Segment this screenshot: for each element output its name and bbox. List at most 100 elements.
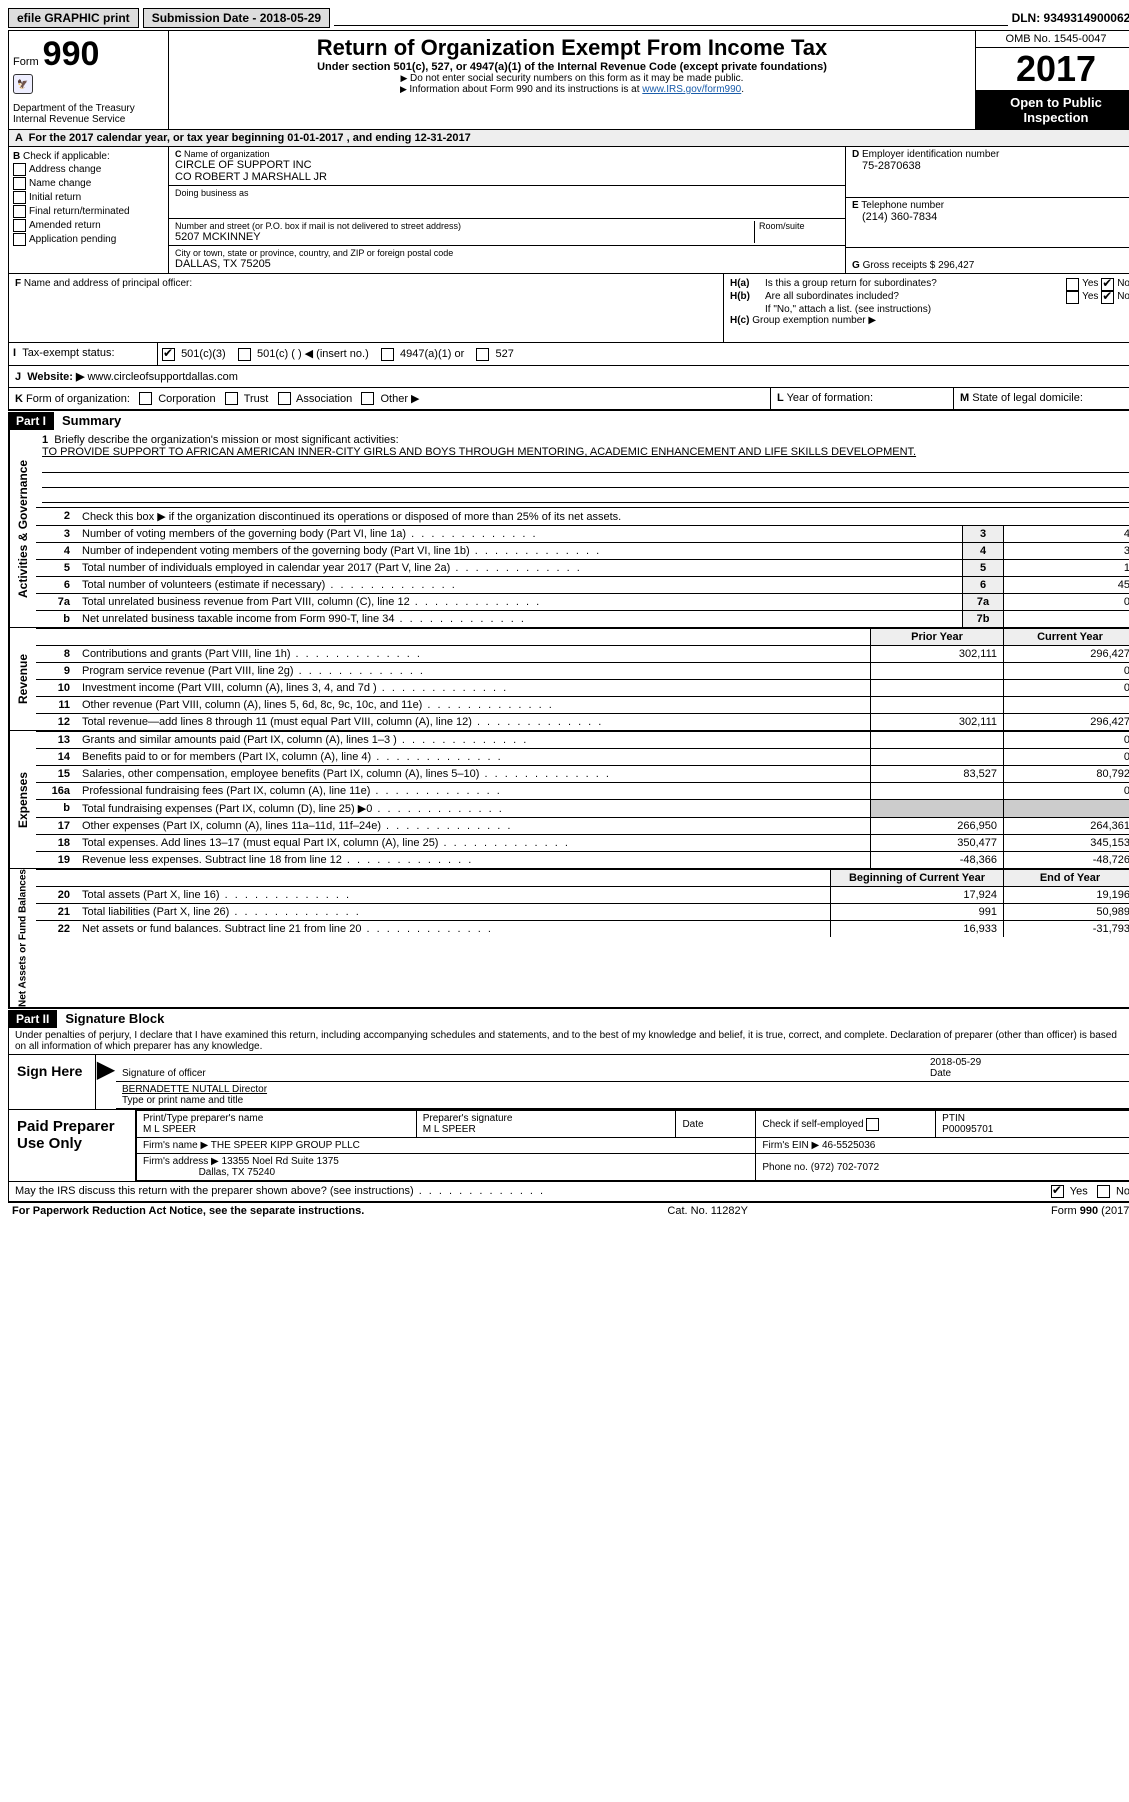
current-value: 19,196 (1004, 887, 1129, 904)
self-employed-label: Check if self-employed (762, 1119, 863, 1130)
cb-amended-return[interactable] (13, 219, 26, 232)
lbl-final-return: Final return/terminated (29, 206, 130, 217)
g-label: Gross receipts $ (863, 260, 936, 271)
website-value: www.circleofsupportdallas.com (87, 371, 237, 383)
line-text: Total number of individuals employed in … (76, 560, 963, 577)
a-mid: , and ending (347, 132, 415, 144)
ha-no: No (1117, 278, 1129, 291)
dln-label: DLN: 93493149000628 (1012, 11, 1129, 25)
cb-application-pending[interactable] (13, 233, 26, 246)
line-text: Number of independent voting members of … (76, 543, 963, 560)
line2-text: Check this box ▶ if the organization dis… (82, 511, 621, 523)
toolbar-spacer (334, 11, 1007, 26)
dept-irs: Internal Revenue Service (13, 114, 164, 125)
end-year-hdr: End of Year (1004, 870, 1129, 887)
prior-value: 17,924 (831, 887, 1004, 904)
cb-final-return[interactable] (13, 205, 26, 218)
ein-value: 75-2870638 (852, 160, 1129, 172)
line-value: 0 (1004, 594, 1129, 611)
cb-discuss-yes[interactable] (1051, 1185, 1064, 1198)
line-text: Other expenses (Part IX, column (A), lin… (76, 818, 871, 835)
lbl-name-change: Name change (29, 178, 91, 189)
firm-name: THE SPEER KIPP GROUP PLLC (211, 1140, 360, 1151)
line-num: 5 (36, 560, 76, 577)
phone-value: (214) 360-7834 (852, 211, 1129, 223)
line-num: 13 (36, 732, 76, 749)
line-text: Net unrelated business taxable income fr… (76, 611, 963, 628)
l-label: Year of formation: (787, 392, 873, 404)
cb-501c[interactable] (238, 348, 251, 361)
addr-value: 5207 MCKINNEY (175, 231, 754, 243)
form-label: Form (13, 56, 39, 68)
line-num: b (36, 611, 76, 628)
irs-logo-icon: 🦅 (13, 74, 33, 94)
line-text: Total fundraising expenses (Part IX, col… (76, 800, 871, 818)
discuss-label: May the IRS discuss this return with the… (15, 1185, 414, 1197)
ssn-warning: Do not enter social security numbers on … (179, 73, 965, 84)
prior-value: 991 (831, 904, 1004, 921)
cb-527[interactable] (476, 348, 489, 361)
ptin-value: P00095701 (942, 1124, 993, 1135)
line-num: 12 (36, 714, 76, 731)
line-text: Salaries, other compensation, employee b… (76, 766, 871, 783)
cb-other[interactable] (361, 392, 374, 405)
line-text: Total revenue—add lines 8 through 11 (mu… (76, 714, 871, 731)
gross-receipts-value: 296,427 (938, 260, 974, 271)
cb-self-employed[interactable] (866, 1118, 879, 1131)
part-ii-title: Signature Block (57, 1009, 172, 1028)
cb-hb-no[interactable] (1101, 291, 1114, 304)
lbl-address-change: Address change (29, 164, 101, 175)
instructions-prefix: Information about Form 990 and its instr… (409, 84, 642, 95)
line-value: 1 (1004, 560, 1129, 577)
cb-corp[interactable] (139, 392, 152, 405)
org-name-2: CO ROBERT J MARSHALL JR (175, 171, 839, 183)
line-text: Total unrelated business revenue from Pa… (76, 594, 963, 611)
line-text: Professional fundraising fees (Part IX, … (76, 783, 871, 800)
side-expenses: Expenses (9, 731, 36, 868)
room-label: Room/suite (759, 221, 839, 231)
line-ref: 6 (963, 577, 1004, 594)
cb-discuss-no[interactable] (1097, 1185, 1110, 1198)
cb-address-change[interactable] (13, 163, 26, 176)
firm-phone-label: Phone no. (762, 1162, 808, 1173)
part-i-header: Part I (8, 412, 54, 430)
sign-arrow-icon: ▶ (96, 1055, 116, 1109)
lbl-amended-return: Amended return (29, 220, 101, 231)
org-name-1: CIRCLE OF SUPPORT INC (175, 159, 839, 171)
prep-name-label: Print/Type preparer's name (143, 1113, 263, 1124)
lbl-initial-return: Initial return (29, 192, 81, 203)
cb-hb-yes[interactable] (1066, 291, 1079, 304)
side-netassets: Net Assets or Fund Balances (9, 869, 36, 1007)
opt-501c3: 501(c)(3) (181, 348, 226, 360)
cb-initial-return[interactable] (13, 191, 26, 204)
firm-addr-label: Firm's address ▶ (143, 1156, 219, 1167)
omb-number: OMB No. 1545-0047 (976, 31, 1129, 48)
irs-instructions-link[interactable]: www.IRS.gov/form990 (642, 84, 741, 95)
cb-4947[interactable] (381, 348, 394, 361)
prior-value: 302,111 (871, 714, 1004, 731)
prior-value: -48,366 (871, 852, 1004, 869)
line-ref: 4 (963, 543, 1004, 560)
cb-trust[interactable] (225, 392, 238, 405)
opt-assoc: Association (296, 393, 352, 405)
cb-ha-yes[interactable] (1066, 278, 1079, 291)
prep-date-label: Date (682, 1119, 703, 1130)
k-label: Form of organization: (26, 393, 130, 405)
line-num: 18 (36, 835, 76, 852)
cb-assoc[interactable] (278, 392, 291, 405)
opt-527: 527 (496, 348, 514, 360)
current-value (1004, 697, 1129, 714)
cb-501c3[interactable] (162, 348, 175, 361)
line-num: 17 (36, 818, 76, 835)
line-value: 3 (1004, 543, 1129, 560)
city-value: DALLAS, TX 75205 (175, 258, 839, 270)
line-num: 8 (36, 646, 76, 663)
top-toolbar: efile GRAPHIC print Submission Date - 20… (8, 8, 1129, 28)
sig-officer-label: Signature of officer (122, 1068, 206, 1079)
line-num: 6 (36, 577, 76, 594)
ha-label: Is this a group return for subordinates? (765, 278, 1066, 291)
cb-name-change[interactable] (13, 177, 26, 190)
efile-print-button[interactable]: efile GRAPHIC print (8, 8, 139, 28)
j-label: Website: ▶ (27, 371, 84, 383)
current-value: 0 (1004, 783, 1129, 800)
